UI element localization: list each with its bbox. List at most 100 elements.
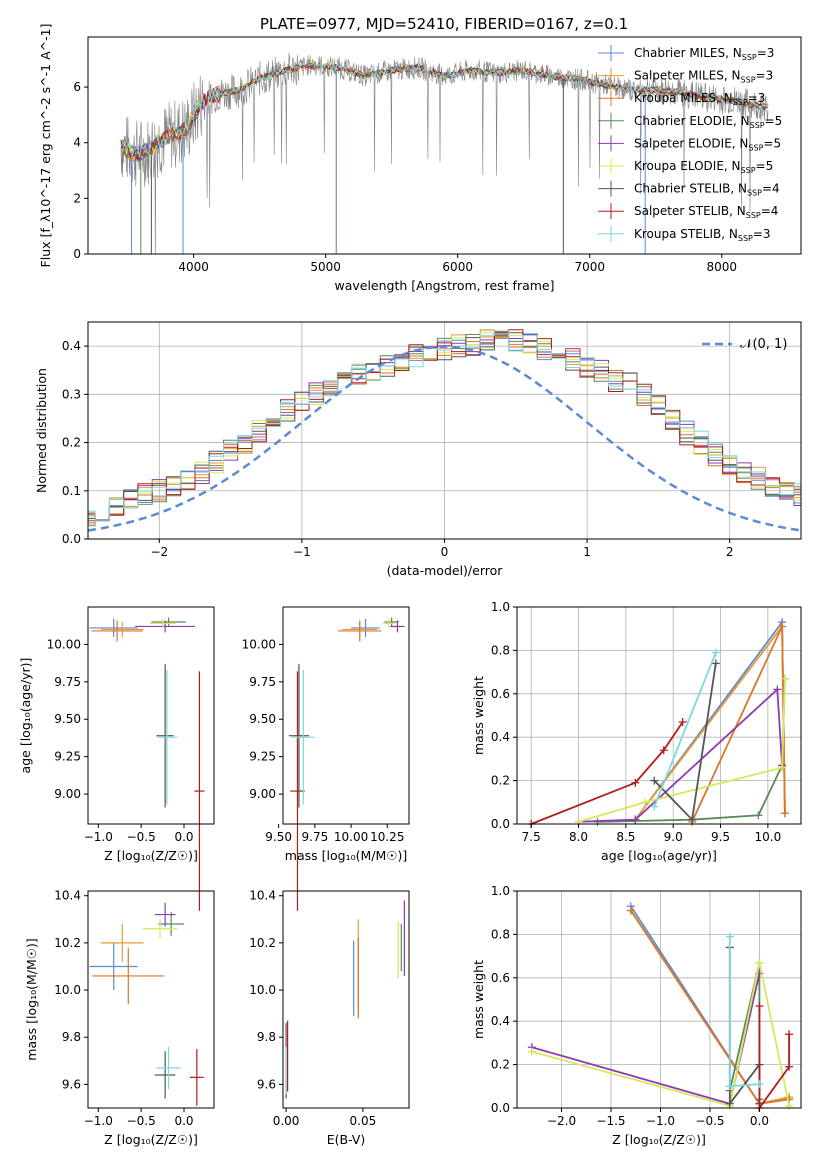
residual-histogram — [88, 334, 801, 525]
x-tick-label: −1.0 — [646, 1114, 675, 1128]
y-tick-label: 10.00 — [242, 637, 276, 651]
x-axis-label: Z [log₁₀(Z/Z☉)] — [612, 1132, 706, 1147]
y-tick-label: 9.50 — [54, 712, 81, 726]
mass-weight-point — [631, 778, 640, 787]
legend-label: Chabrier ELODIE, NSSP=5 — [634, 114, 782, 130]
x-tick-label: 0 — [441, 545, 449, 559]
x-axis-label: mass [log₁₀(M/M☉)] — [285, 848, 407, 863]
panel-massweight_vs_age: 7.5 8.0 8.5 9.0 9.5 10.0 0.0 0.2 0.4 0.6 0.8 1.0 age… — [471, 600, 802, 863]
y-tick-label: 10.4 — [249, 889, 276, 903]
y-tick-label: 0.3 — [62, 387, 81, 401]
axes-frame — [87, 890, 215, 1109]
y-tick-label: 10.00 — [47, 637, 81, 651]
legend-label-main: Kroupa MILES, N — [634, 91, 733, 105]
legend-label: Kroupa MILES, NSSP=3 — [634, 91, 765, 107]
y-tick-label: 9.00 — [54, 787, 81, 801]
x-tick-label: 9.50 — [265, 830, 292, 844]
x-tick-label: −2.0 — [547, 1114, 576, 1128]
legend-label-sub: SSP — [747, 189, 762, 198]
x-tick-label: 7.5 — [522, 830, 541, 844]
legend-label-sub: SSP — [750, 121, 765, 130]
y-tick-label: 9.50 — [249, 712, 276, 726]
mass-weight-point — [785, 1062, 794, 1071]
x-tick-label: −1.0 — [84, 1114, 113, 1128]
mass-weight-point — [785, 1030, 794, 1039]
x-tick-label: 10.0 — [755, 830, 782, 844]
y-axis-label: Normed distribution — [34, 368, 49, 493]
mass-weight-point — [659, 746, 668, 755]
y-tick-label: 9.75 — [54, 675, 81, 689]
model-fit-line — [120, 62, 769, 157]
y-tick-label: 0.4 — [491, 1014, 510, 1028]
x-tick-label: 0.00 — [273, 1114, 300, 1128]
x-tick-label: 4000 — [178, 260, 209, 274]
gaussian-curve — [88, 345, 801, 532]
mass-weight-point — [650, 802, 659, 811]
axes-frame — [282, 890, 410, 1109]
x-tick-label: 1 — [583, 545, 591, 559]
mass-weight-line — [530, 721, 684, 825]
figure-title: PLATE=0977, MJD=52410, FIBERID=0167, z=0… — [260, 15, 628, 33]
legend-label: Kroupa ELODIE, NSSP=5 — [634, 159, 773, 175]
panel-age_vs_Z: −1.0 −0.5 0.0 9.00 9.25 9.50 9.75 10.00 Z [log₁₀… — [18, 606, 215, 911]
x-tick-label: 9.5 — [711, 830, 730, 844]
mass-weight-point — [755, 1002, 764, 1011]
y-tick-label: 2 — [73, 191, 81, 205]
mass-weight-point — [725, 932, 734, 941]
axes-frame — [516, 890, 802, 1109]
y-tick-label: 0.6 — [491, 971, 510, 985]
legend-label-sub: SSP — [738, 234, 753, 243]
plot-area — [88, 329, 801, 532]
residual-histogram — [88, 334, 801, 521]
mass-weight-point — [780, 809, 789, 818]
x-tick-label: 8.0 — [569, 830, 588, 844]
mass-weight-point — [778, 622, 787, 631]
y-tick-label: 9.25 — [54, 750, 81, 764]
legend-label: Chabrier MILES, NSSP=3 — [634, 46, 774, 62]
residual-histogram — [88, 329, 801, 522]
model-fit-line — [120, 62, 769, 162]
legend-label-main: Salpeter MILES, N — [634, 69, 741, 83]
axes-frame — [87, 36, 802, 255]
legend-label-tail: =4 — [761, 204, 779, 218]
x-tick-label: 0.05 — [350, 1114, 377, 1128]
x-tick-label: −0.5 — [127, 1114, 156, 1128]
mass-weight-point — [527, 1047, 536, 1056]
y-tick-label: 0.4 — [62, 339, 81, 353]
legend-label-tail: =5 — [765, 114, 783, 128]
residual-histogram — [88, 332, 801, 521]
y-tick-label: 1.0 — [491, 884, 510, 898]
y-tick-label: 4 — [73, 136, 81, 150]
y-tick-label: 9.6 — [62, 1077, 81, 1091]
legend-label-main: Salpeter STELIB, N — [634, 204, 746, 218]
legend-label-tail: =5 — [756, 159, 774, 173]
legend-label: 𝒩(0, 1) — [740, 337, 787, 352]
panel-mass_vs_ebv: 0.00 0.05 9.6 9.8 10.0 10.2 10.4 E(B-V) — [249, 889, 410, 1147]
mass-weight-point — [711, 648, 720, 657]
y-tick-label: 9.25 — [249, 750, 276, 764]
y-tick-label: 0.6 — [491, 687, 510, 701]
y-tick-label: 0.0 — [491, 1101, 510, 1115]
y-tick-label: 9.8 — [62, 1030, 81, 1044]
y-tick-label: 0 — [73, 247, 81, 261]
legend-label: Kroupa STELIB, NSSP=3 — [634, 227, 771, 243]
mass-weight-line — [634, 623, 786, 821]
x-tick-label: 7000 — [574, 260, 605, 274]
panels: 4000 5000 6000 7000 8000 0 2 4 6 wavelength [Angs… — [18, 24, 802, 1147]
y-tick-label: 0.2 — [491, 774, 510, 788]
legend-label-main: Salpeter ELODIE, N — [634, 136, 748, 150]
x-tick-label: −1 — [293, 545, 311, 559]
mass-weight-line — [758, 1006, 790, 1111]
mass-weight-line — [531, 962, 790, 1107]
mass-weight-point — [678, 718, 687, 727]
mass-weight-point — [688, 815, 697, 824]
y-tick-label: 0.1 — [62, 484, 81, 498]
x-tick-label: 5000 — [310, 260, 341, 274]
x-axis-label: wavelength [Angstrom, rest frame] — [334, 278, 554, 293]
legend-label-main: Kroupa ELODIE, N — [634, 159, 741, 173]
x-tick-label: 8.5 — [616, 830, 635, 844]
panel-age_vs_mass: 9.50 9.75 10.00 10.259.009.259.509.7510.00m… — [242, 606, 410, 911]
panel-residuals: −2 −1 0 1 2 0.0 0.1 0.2 0.3 0.4 (data-model)/error… — [34, 321, 802, 578]
legend-label-tail: =3 — [756, 69, 774, 83]
residual-histogram — [88, 329, 801, 523]
